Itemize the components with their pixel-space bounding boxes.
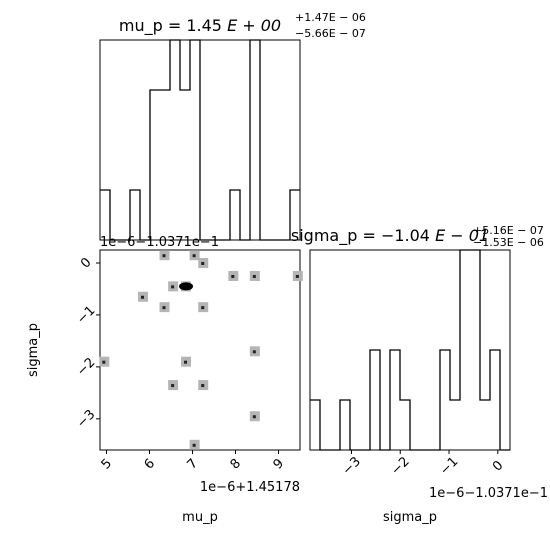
mu-p-histogram-panel: mu_p = 1.45 E + 00 +1.47E − 06 −5.66E − … — [99, 11, 366, 241]
mu-p-hist-step — [100, 39, 300, 241]
scatter-point-core — [201, 306, 205, 310]
scatter-x-tick-label: 8 — [228, 456, 244, 472]
y-axis-label-sigma-p: sigma_p — [26, 323, 41, 377]
scatter-point-core — [162, 306, 166, 310]
sigma-p-title: sigma_p = −1.04 E − 01 — [291, 226, 489, 246]
scatter-y-tick-label: −2 — [74, 355, 98, 379]
sigma-p-title-base: sigma_p = −1.04 — [291, 226, 430, 246]
scatter-x-tick-label: 6 — [142, 456, 158, 472]
scatter-point-core — [192, 254, 196, 258]
sigma-p-histogram-panel: sigma_p = −1.04 E − 01 +5.16E − 07 −1.53… — [291, 224, 548, 525]
scatter-point-core — [192, 443, 196, 447]
sigma-p-x-tick-label: 0 — [490, 458, 506, 474]
scatter-point-core — [201, 384, 205, 388]
scatter-point-core — [184, 360, 188, 364]
sigma-p-title-sub: −1.53E − 06 — [473, 236, 544, 249]
scatter-point-core — [162, 254, 166, 258]
scatter-y-tick-label: 0 — [78, 255, 94, 271]
scatter-point-core — [252, 274, 256, 278]
x-axis-label-mu-p: mu_p — [182, 510, 218, 525]
mu-p-title-base: mu_p = 1.45 — [119, 16, 222, 36]
x-axis-label-sigma-p: sigma_p — [383, 510, 437, 525]
sigma-p-title-exp: E − 01 — [435, 226, 489, 245]
mu-p-title-exp: E + 00 — [227, 16, 281, 35]
mu-p-title-sub: −5.66E − 07 — [295, 27, 366, 40]
sigma-p-x-tick-label: −3 — [340, 454, 364, 478]
sigma-p-hist-step — [310, 249, 510, 451]
mu-p-title: mu_p = 1.45 E + 00 — [119, 16, 281, 36]
sigma-p-x-tick-label: −2 — [389, 454, 413, 478]
sigma-p-offset-x: 1e−6−1.0371e−1 — [429, 486, 548, 501]
scatter-point-core — [231, 274, 235, 278]
scatter-point-core — [252, 415, 256, 419]
scatter-offset-y: 1e−6−1.0371e−1 — [100, 235, 219, 250]
scatter-frame — [99, 249, 301, 451]
scatter-point-core — [252, 350, 256, 354]
scatter-density-contour — [179, 282, 194, 291]
scatter-point-core — [171, 285, 175, 289]
sigma-p-title-sup: +5.16E − 07 — [473, 224, 544, 237]
scatter-x-tick-label: 7 — [185, 456, 201, 472]
scatter-point-core — [201, 261, 205, 265]
scatter-y-tick-label: −1 — [74, 303, 98, 327]
scatter-x-tick-label: 5 — [99, 456, 115, 472]
sigma-p-x-tick-label: −1 — [437, 454, 461, 478]
scatter-y-tick-label: −3 — [74, 407, 98, 431]
mu-p-title-sup: +1.47E − 06 — [295, 11, 366, 24]
scatter-point-core — [141, 295, 145, 299]
scatter-point-core — [295, 274, 299, 278]
scatter-point-core — [102, 360, 106, 364]
scatter-point-core — [171, 384, 175, 388]
scatter-x-tick-label: 9 — [271, 456, 287, 472]
joint-scatter-panel: 1e−6−1.0371e−1 5 6 7 8 9 0 −1 −2 −3 1e−6+1.4517… — [26, 235, 303, 525]
scatter-offset-x: 1e−6+1.45178 — [200, 480, 300, 495]
